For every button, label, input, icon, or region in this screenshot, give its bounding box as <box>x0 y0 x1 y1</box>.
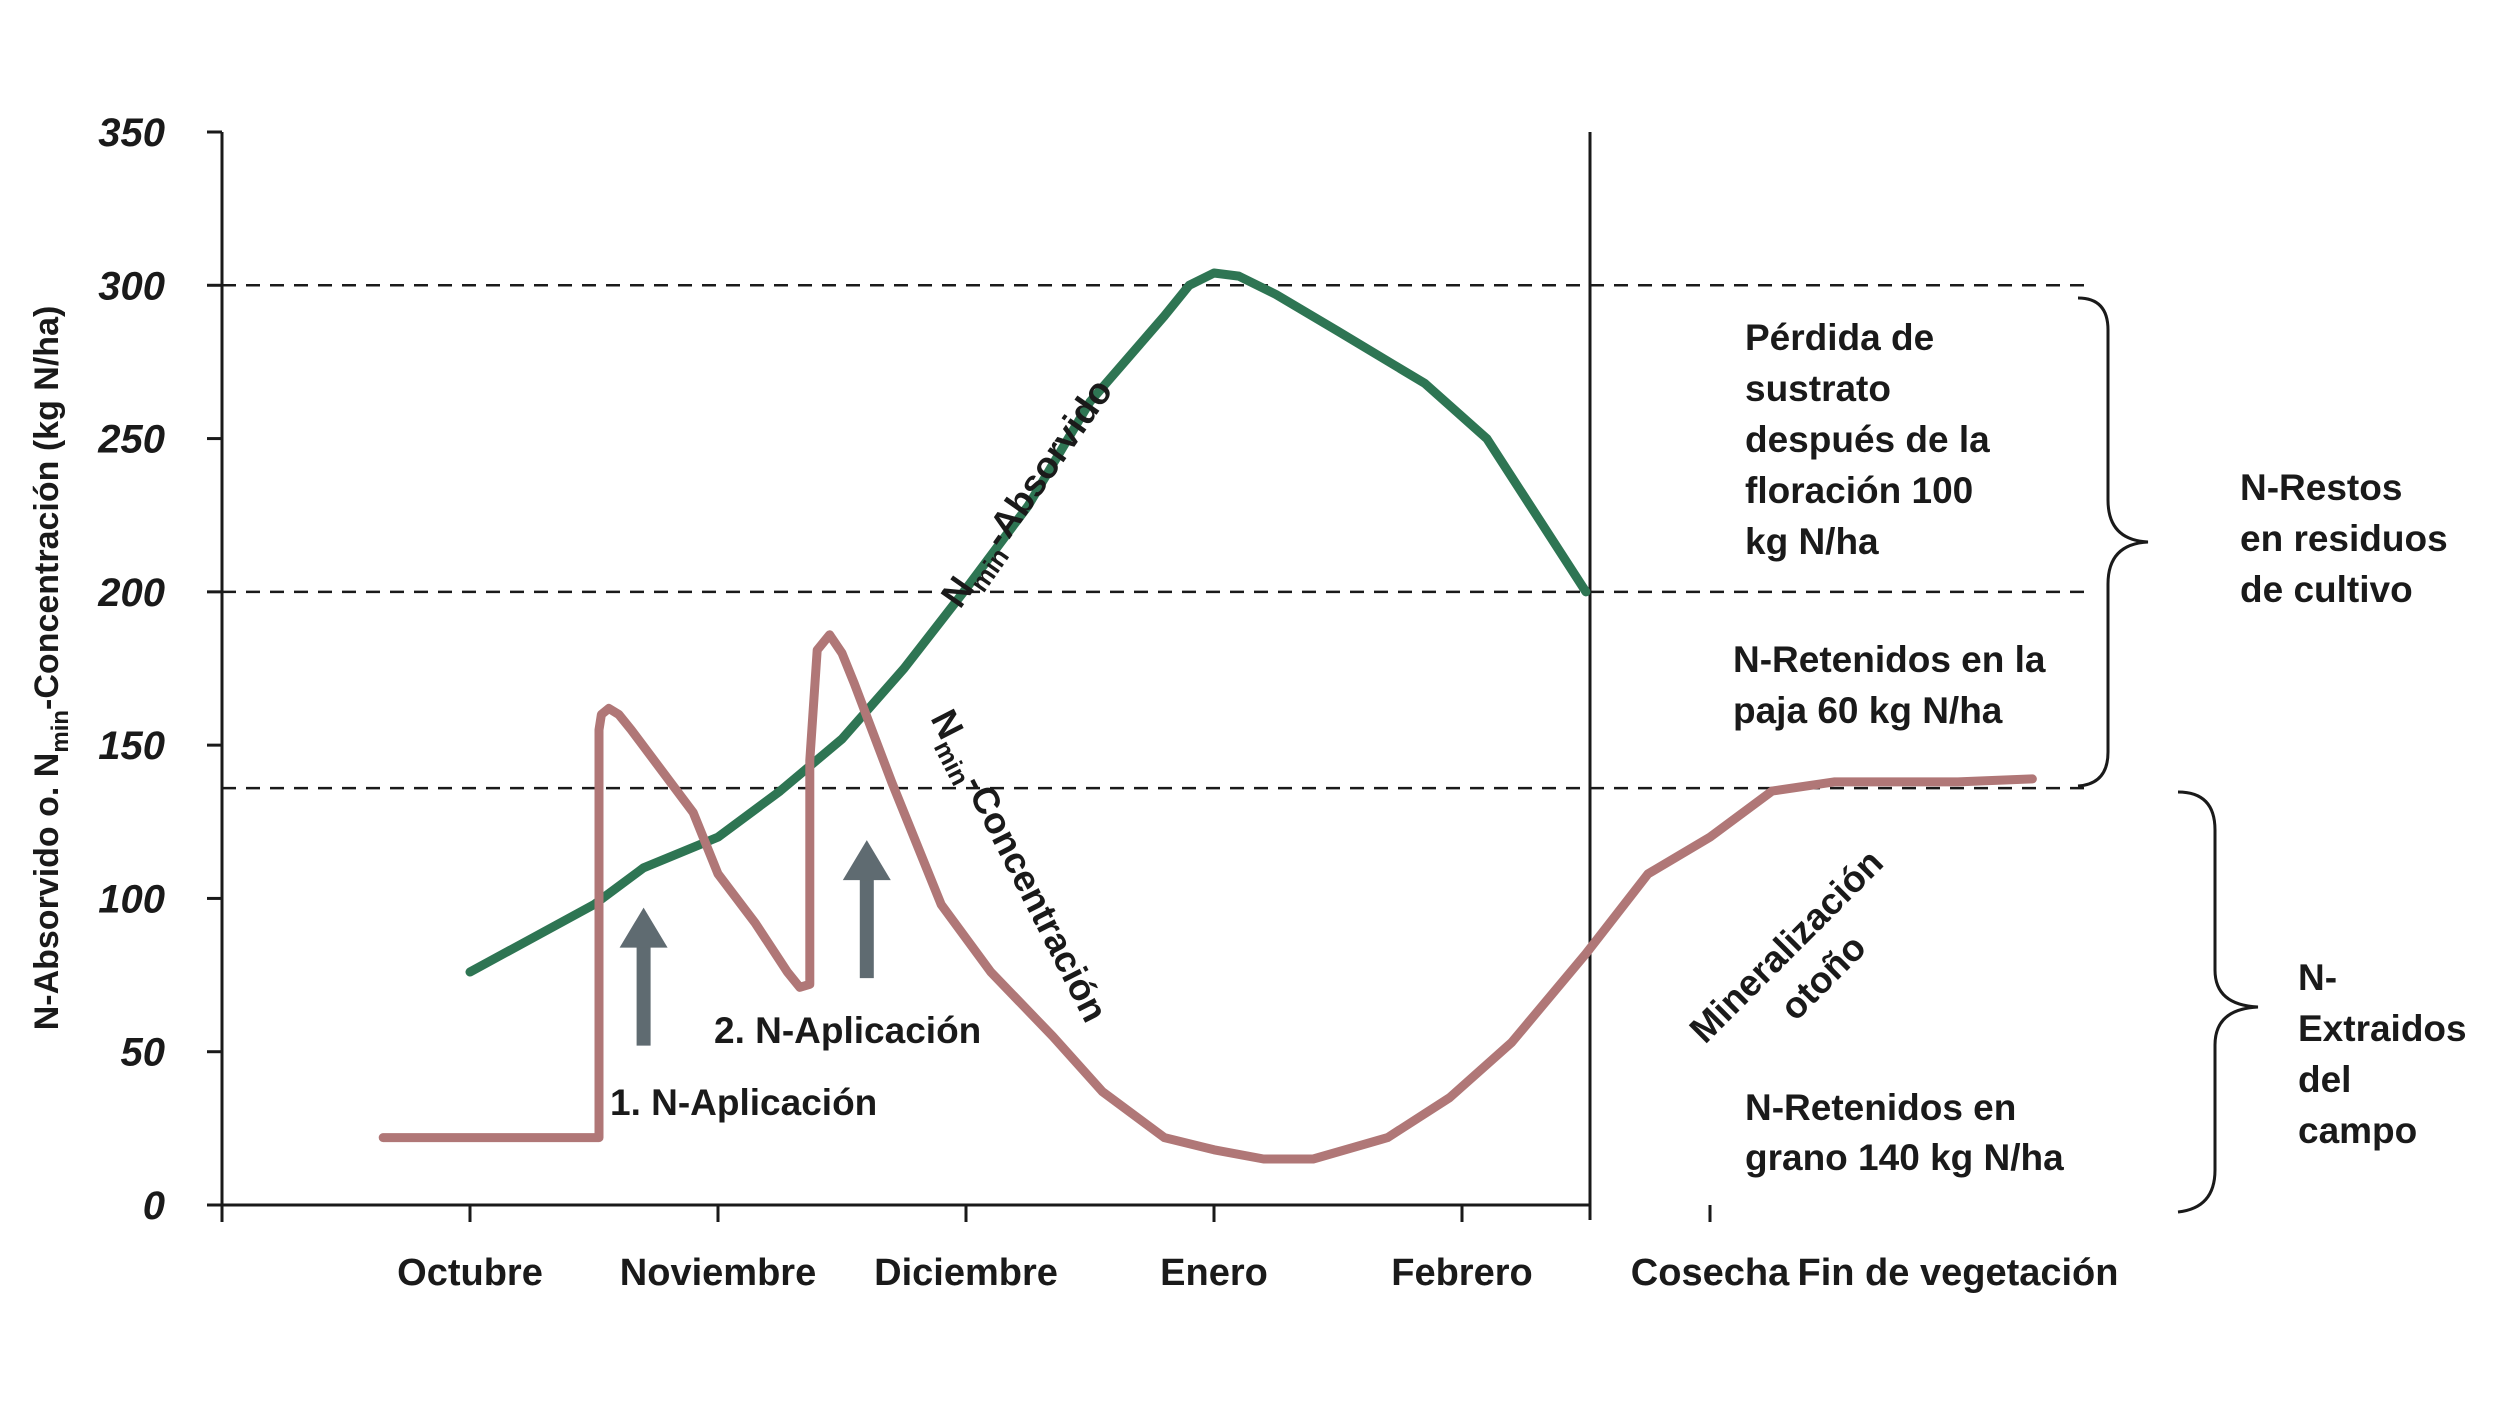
x-tick-label: Diciembre <box>874 1252 1058 1294</box>
restos-line-3: de cultivo <box>2240 569 2413 610</box>
x-tick-label: Fin de vegetación <box>1798 1252 2119 1294</box>
straw-line-1: N-Retenidos en la <box>1733 639 2046 680</box>
restos-line-1: N-Restos <box>2240 467 2402 508</box>
field-extracted-text: N- Extraidos del campo <box>2298 957 2477 1151</box>
residues-brace <box>2077 296 2149 788</box>
application-arrow-head <box>619 907 668 948</box>
substrate-loss-text: Pérdida de sustrato después de la florac… <box>1745 317 2000 562</box>
absorbed-curve <box>465 268 1591 977</box>
grain-line-2: grano 140 kg N/ha <box>1745 1137 2064 1178</box>
curves <box>378 268 2037 1164</box>
absorbed-label-rest: -Absorvido <box>975 371 1121 554</box>
loss-line-5: kg N/ha <box>1745 521 1879 562</box>
y-ticks: 0 50 100 150 200 250 300 350 <box>97 111 222 1228</box>
extracted-brace <box>2177 790 2259 1214</box>
application-arrow-head <box>842 840 891 881</box>
loss-line-4: floración 100 <box>1745 470 1973 511</box>
x-tick-label: Noviembre <box>620 1252 816 1294</box>
extraidos-line-3: del <box>2298 1059 2351 1100</box>
mineralization-label: Mineralizaciónotoño <box>1682 841 1925 1084</box>
crop-residues-text: N-Restos en residuos de cultivo <box>2240 467 2458 610</box>
loss-line-3: después de la <box>1745 419 1990 460</box>
x-tick-label: Enero <box>1160 1252 1268 1294</box>
extraidos-line-1: N- <box>2298 957 2337 998</box>
grain-line-1: N-Retenidos en <box>1745 1087 2016 1128</box>
concentration-curve-label: Nmin-Concentración <box>916 703 1116 1032</box>
absorbed-curve-label: Nmin-Absorvido <box>933 371 1127 619</box>
x-ticks: Octubre Noviembre Diciembre Enero Febrero Cos… <box>220 1205 2119 1294</box>
y-tick-label: 50 <box>121 1031 166 1075</box>
x-tick-label: Cosecha <box>1631 1252 1790 1294</box>
y-tick-label: 0 <box>143 1184 165 1228</box>
loss-line-1: Pérdida de <box>1745 317 1934 358</box>
extraidos-line-4: campo <box>2298 1110 2417 1151</box>
loss-line-2: sustrato <box>1745 368 1891 409</box>
grain-retained-text: N-Retenidos en grano 140 kg N/ha <box>1745 1087 2064 1178</box>
y-tick-label: 150 <box>98 724 165 768</box>
y-tick-label: 100 <box>98 877 165 921</box>
extraidos-line-2: Extraidos <box>2298 1008 2467 1049</box>
y-axis-label-main: N-Absorvido o. N <box>28 753 66 1031</box>
restos-line-2: en residuos <box>2240 518 2448 559</box>
concentration-label-rest: -Concentración <box>956 768 1116 1028</box>
concentration-curve <box>378 630 2037 1164</box>
arrows <box>619 840 891 1046</box>
y-axis-label-rest: -Concentración (kg N/ha) <box>28 306 66 710</box>
y-tick-label: 250 <box>97 418 165 462</box>
x-tick-label: Octubre <box>397 1252 543 1294</box>
y-tick-label: 300 <box>98 264 165 308</box>
y-tick-label: 350 <box>98 111 165 155</box>
x-tick-label: Febrero <box>1391 1252 1532 1294</box>
straw-retained-text: N-Retenidos en la paja 60 kg N/ha <box>1733 639 2056 731</box>
straw-line-2: paja 60 kg N/ha <box>1733 690 2003 731</box>
y-tick-label: 200 <box>97 571 165 615</box>
y-axis-label-sub: min <box>47 710 74 753</box>
y-axis-label: N-Absorvido o. Nmin-Concentración (kg N/… <box>28 306 74 1031</box>
application-1-label: 1. N-Aplicación <box>610 1082 877 1123</box>
application-2-label: 2. N-Aplicación <box>714 1010 981 1051</box>
axes <box>220 132 1592 1220</box>
